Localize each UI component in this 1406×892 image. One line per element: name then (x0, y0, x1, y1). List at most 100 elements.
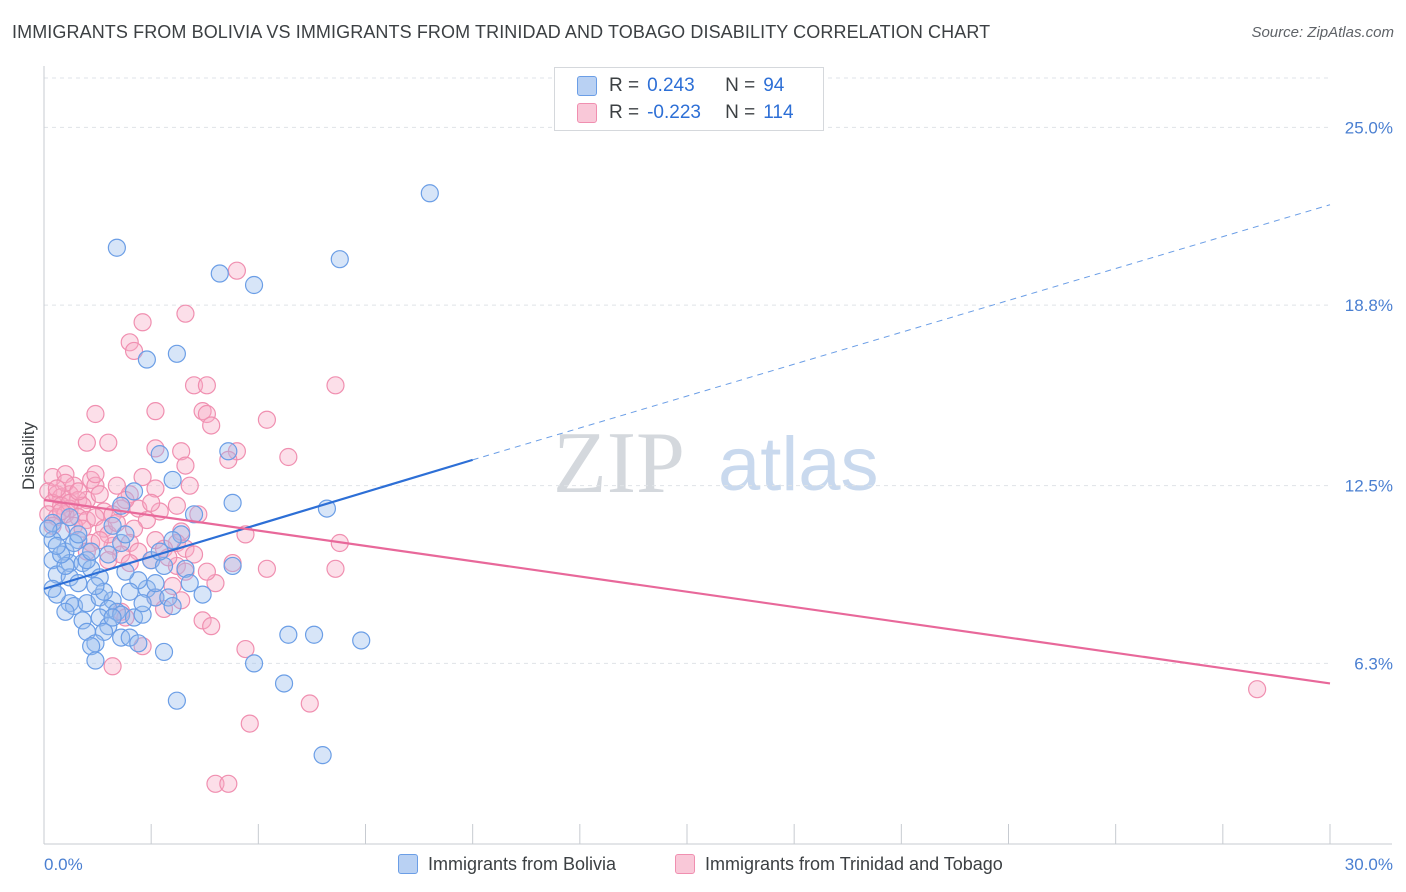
trinidad-point (326, 559, 345, 578)
trinidad-point (124, 341, 144, 361)
trinidad-point (180, 476, 199, 495)
y-tick-label: 6.3% (1354, 654, 1393, 673)
bolivia-point (150, 445, 169, 464)
trinidad-point (206, 774, 225, 793)
trinidad-point (1248, 680, 1267, 699)
bolivia-point (60, 508, 79, 527)
bolivia-point (279, 625, 298, 644)
series-bolivia-points (39, 184, 439, 765)
bolivia-point (167, 344, 186, 363)
bolivia-point (69, 525, 88, 544)
trinidad-point (142, 493, 161, 512)
bolivia-point (103, 516, 122, 535)
bolivia-point (103, 608, 122, 627)
legend-n-value: 94 (763, 75, 785, 96)
bolivia-point (56, 602, 75, 621)
bolivia-swatch (577, 76, 597, 96)
bolivia-point (223, 493, 242, 512)
bolivia-point (124, 482, 144, 501)
legend-r-value: -0.223 (647, 102, 701, 123)
trinidad-swatch (577, 103, 597, 123)
bolivia-point (313, 746, 332, 765)
trinidad-point (163, 576, 182, 596)
bolivia-point (163, 470, 182, 490)
bolivia-point (180, 574, 199, 593)
trinidad-point (146, 479, 165, 498)
bolivia-point (73, 611, 92, 630)
bolivia-point (146, 574, 165, 593)
axis-ticks: 6.3% 12.5% 18.8% 25.0% 0.0% 30.0% (44, 118, 1393, 874)
y-axis-label: Disability (19, 421, 38, 490)
trinidad-point (184, 376, 204, 395)
bolivia-point (244, 654, 264, 673)
legend-r-value: 0.243 (647, 75, 695, 96)
bolivia-point (47, 536, 66, 555)
bolivia-point (352, 631, 371, 650)
bolivia-point (129, 634, 148, 653)
bolivia-point (184, 505, 204, 524)
y-tick-label: 25.0% (1345, 118, 1393, 137)
trinidad-point (176, 304, 195, 323)
bolivia-point (82, 637, 101, 656)
y-tick-label: 12.5% (1345, 477, 1393, 496)
trinidad-legend-swatch (675, 854, 695, 874)
source-label: Source: ZipAtlas.com (1251, 24, 1394, 41)
trinidad-point (300, 694, 319, 713)
bolivia-point (167, 691, 186, 710)
bolivia-point (116, 562, 135, 581)
trinidad-point (90, 485, 109, 504)
bolivia-point (193, 585, 212, 604)
legend-n-label: N = (725, 75, 756, 96)
bolivia-point (112, 533, 131, 553)
bolivia-point (86, 576, 105, 596)
bolivia-point (223, 556, 242, 576)
bolivia-point (176, 559, 195, 578)
trinidad-point (99, 433, 118, 452)
bolivia-point (330, 250, 349, 269)
bolivia-point (154, 556, 174, 576)
trinidad-point (197, 376, 216, 395)
trinidad-point (326, 376, 345, 395)
x-tick-label: 0.0% (44, 855, 83, 874)
trinidad-point (69, 482, 88, 501)
correlation-legend: R = 0.243 N = 94 R = -0.223 N = 114 (554, 67, 824, 131)
trend-lines (43, 204, 1331, 685)
bolivia-point (420, 184, 439, 203)
trinidad-point (133, 467, 152, 487)
bolivia-point (77, 551, 96, 570)
bolivia-point (137, 350, 156, 369)
bolivia-point (163, 596, 182, 616)
bolivia-point (56, 556, 75, 576)
watermark: ZIP atlas (553, 415, 879, 512)
bolivia-point (304, 625, 324, 644)
bolivia-point (159, 588, 178, 607)
trinidad-point (197, 404, 216, 424)
trinidad-point (219, 774, 238, 793)
bolivia-point (163, 531, 182, 550)
bolivia-point (64, 533, 84, 553)
legend-row-trinidad: R = -0.223 N = 114 (577, 101, 794, 125)
bolivia-point (39, 519, 58, 538)
trinidad-point (47, 479, 66, 498)
axes (43, 66, 1392, 845)
legend-row-bolivia: R = 0.243 N = 94 (577, 74, 784, 98)
bolivia-point (107, 238, 126, 257)
bolivia-point (99, 545, 118, 564)
bolivia-point (274, 674, 294, 693)
x-tick-label: 30.0% (1345, 855, 1393, 874)
trinidad-legend-label: Immigrants from Trinidad and Tobago (705, 853, 1003, 874)
trinidad-point (146, 402, 165, 421)
legend-n-value: 114 (763, 102, 794, 123)
bolivia-point (86, 651, 105, 670)
trinidad-point (167, 496, 186, 515)
trinidad-point (257, 559, 277, 578)
bolivia-point (82, 542, 101, 561)
chart-title: IMMIGRANTS FROM BOLIVIA VS IMMIGRANTS FR… (12, 22, 991, 42)
bolivia-point (154, 642, 174, 662)
bolivia-point (219, 442, 238, 461)
bolivia-point (52, 545, 71, 564)
series-trinidad-points (39, 261, 1267, 793)
trinidad-point (172, 442, 191, 461)
trinidad-trend-line (43, 498, 1331, 685)
